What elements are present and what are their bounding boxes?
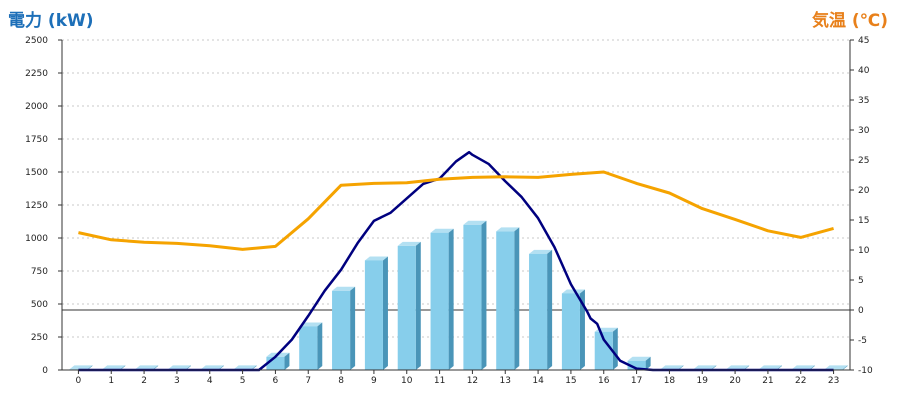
x-tick-label: 13 [500, 376, 511, 386]
x-tick-label: 9 [371, 376, 377, 386]
bar [463, 224, 482, 370]
bar-side [547, 249, 553, 370]
bar-top [726, 365, 750, 370]
bar-top [660, 365, 684, 370]
x-tick-label: 14 [532, 376, 544, 386]
bar-top [430, 228, 454, 233]
bar-side [350, 286, 356, 370]
right-tick-label: 45 [858, 36, 869, 46]
bar-side [645, 356, 651, 370]
bar-top [496, 227, 520, 232]
right-tick-label: 35 [858, 96, 869, 106]
bar-side [382, 256, 388, 370]
x-tick-label: 3 [174, 376, 180, 386]
x-tick-label: 7 [305, 376, 311, 386]
x-tick-label: 21 [762, 376, 773, 386]
bar-side [317, 322, 323, 370]
bar-top [332, 286, 356, 291]
bar-top [233, 365, 257, 370]
power-line [78, 150, 834, 372]
bar-side [448, 228, 454, 370]
bar-top [463, 220, 487, 225]
bar-top [135, 365, 159, 370]
bar-side [579, 289, 585, 370]
left-tick-label: 1750 [25, 135, 48, 145]
bar-top [824, 365, 848, 370]
bar-top [102, 365, 126, 370]
left-tick-label: 0 [42, 366, 48, 376]
right-tick-label: 5 [858, 276, 864, 286]
bar-side [612, 327, 618, 370]
bar-side [842, 365, 848, 370]
left-tick-label: 250 [31, 333, 48, 343]
left-tick-label: 1000 [25, 234, 48, 244]
bar [397, 245, 416, 370]
x-tick-label: 22 [795, 376, 806, 386]
x-tick-label: 4 [207, 376, 213, 386]
bar-side [481, 220, 487, 370]
bar-top [627, 356, 651, 361]
left-tick-label: 2500 [25, 36, 48, 46]
x-tick-label: 19 [697, 376, 709, 386]
bar-top [529, 249, 553, 254]
right-tick-label: 10 [858, 246, 870, 256]
x-tick-label: 8 [338, 376, 344, 386]
x-tick-label: 16 [598, 376, 610, 386]
right-tick-label: 0 [858, 306, 864, 316]
bar-top [69, 365, 93, 370]
bar [364, 260, 383, 370]
x-tick-label: 5 [240, 376, 246, 386]
bar-top [693, 365, 717, 370]
x-tick-label: 10 [401, 376, 413, 386]
x-tick-label: 17 [631, 376, 642, 386]
x-tick-label: 11 [434, 376, 445, 386]
bar-top [397, 241, 421, 246]
right-axis-title: 気温 (℃) [811, 11, 888, 31]
bar-top [758, 365, 782, 370]
bar [594, 331, 613, 370]
right-tick-label: 25 [858, 156, 869, 166]
bar-top [364, 256, 388, 261]
x-tick-label: 1 [108, 376, 114, 386]
bar [430, 232, 449, 370]
bar-side [514, 227, 520, 370]
x-tick-label: 6 [273, 376, 279, 386]
left-axis-title: 電力 (kW) [8, 11, 94, 31]
bar-side [415, 241, 421, 370]
x-tick-label: 2 [141, 376, 147, 386]
right-tick-label: 15 [858, 216, 869, 226]
right-tick-label: 40 [858, 66, 870, 76]
x-tick-label: 20 [729, 376, 741, 386]
bar-top [299, 322, 323, 327]
left-tick-label: 2250 [25, 69, 48, 79]
right-tick-label: 20 [858, 186, 870, 196]
x-tick-label: 18 [664, 376, 676, 386]
x-tick-label: 23 [828, 376, 839, 386]
bar-top [561, 289, 585, 294]
left-tick-label: 500 [31, 300, 48, 310]
right-tick-label: -10 [858, 366, 873, 376]
bar [496, 231, 515, 370]
bar-side [284, 352, 290, 370]
bar [561, 293, 580, 370]
left-tick-label: 1500 [25, 168, 48, 178]
x-tick-label: 0 [76, 376, 82, 386]
x-tick-label: 15 [565, 376, 576, 386]
bar [627, 360, 646, 370]
bar-top [791, 365, 815, 370]
left-tick-label: 750 [31, 267, 48, 277]
right-tick-label: -5 [858, 336, 867, 346]
bar [529, 253, 548, 370]
x-tick-label: 12 [467, 376, 478, 386]
right-tick-label: 30 [858, 126, 870, 136]
temperature-line [78, 170, 834, 251]
left-tick-label: 2000 [25, 102, 48, 112]
bar-top [167, 365, 191, 370]
bar-top [200, 365, 224, 370]
bar [332, 290, 351, 370]
bar [299, 326, 318, 370]
left-tick-label: 1250 [25, 201, 48, 211]
